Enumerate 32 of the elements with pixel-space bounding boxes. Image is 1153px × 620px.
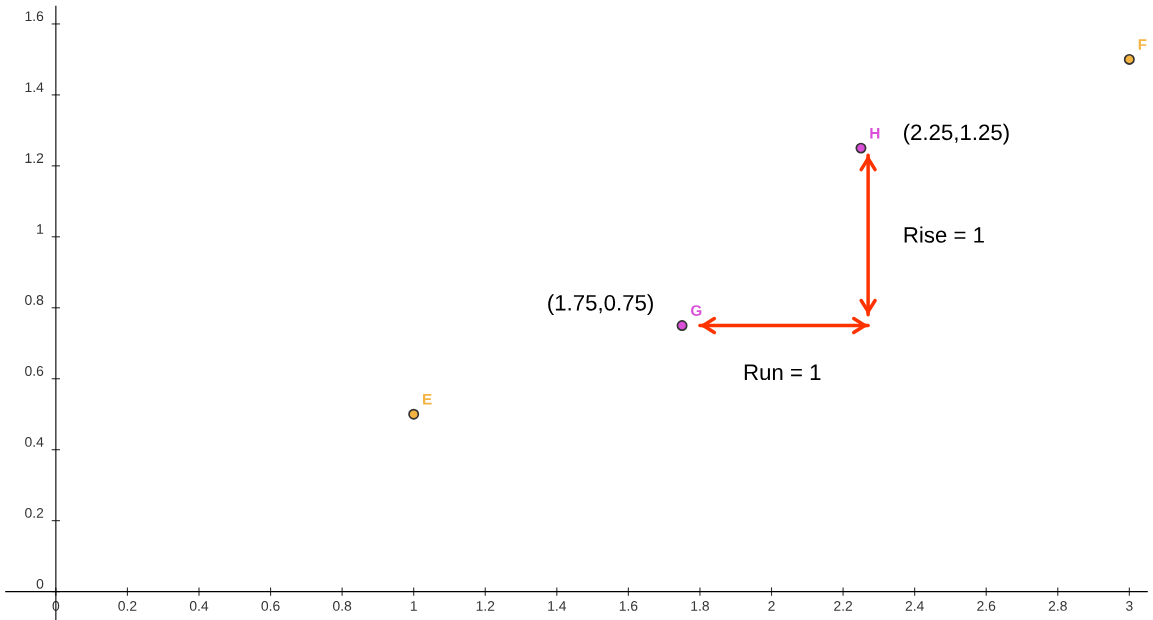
- x-tick-label: 1.8: [691, 601, 709, 611]
- x-tick-label: 0.2: [118, 601, 137, 611]
- annotation: (2.25,1.25): [904, 123, 1009, 145]
- annotation: (1.75,0.75): [548, 294, 653, 316]
- y-tick-label: 0.4: [25, 437, 44, 447]
- data-label: F: [1138, 39, 1147, 50]
- x-tick-label: 3: [1126, 601, 1133, 611]
- y-tick-label: 0.6: [25, 366, 44, 376]
- data-label: E: [423, 393, 432, 405]
- data-label: H: [870, 127, 880, 139]
- y-tick-label: 0: [36, 578, 44, 589]
- annotation: Rise = 1: [904, 226, 984, 243]
- x-tick-label: 2.4: [905, 601, 924, 611]
- y-tick-label: 1.4: [25, 82, 44, 92]
- y-tick-label: 1.6: [25, 11, 44, 22]
- y-tick-label: 0.2: [25, 507, 44, 518]
- x-tick-label: 2.2: [834, 601, 853, 611]
- x-tick-label: 1: [410, 601, 417, 611]
- x-tick-label: 1.2: [476, 601, 495, 611]
- x-tick-label: 2.8: [1048, 601, 1067, 611]
- x-tick-label: 1.6: [619, 601, 638, 611]
- y-tick-label: 0.8: [25, 295, 44, 305]
- x-tick-label: 2: [768, 601, 775, 611]
- x-tick-label: 2.6: [977, 601, 996, 611]
- data-label: G: [691, 305, 702, 316]
- y-tick-label: 1.2: [25, 153, 44, 163]
- x-tick-label: 0.8: [333, 601, 352, 611]
- x-tick-label: 0.4: [189, 601, 209, 611]
- x-tick-label: 0.6: [261, 601, 280, 611]
- y-tick-label: 1: [37, 224, 44, 234]
- annotation: Run = 1: [744, 364, 821, 381]
- x-tick-label: 1.4: [548, 601, 567, 611]
